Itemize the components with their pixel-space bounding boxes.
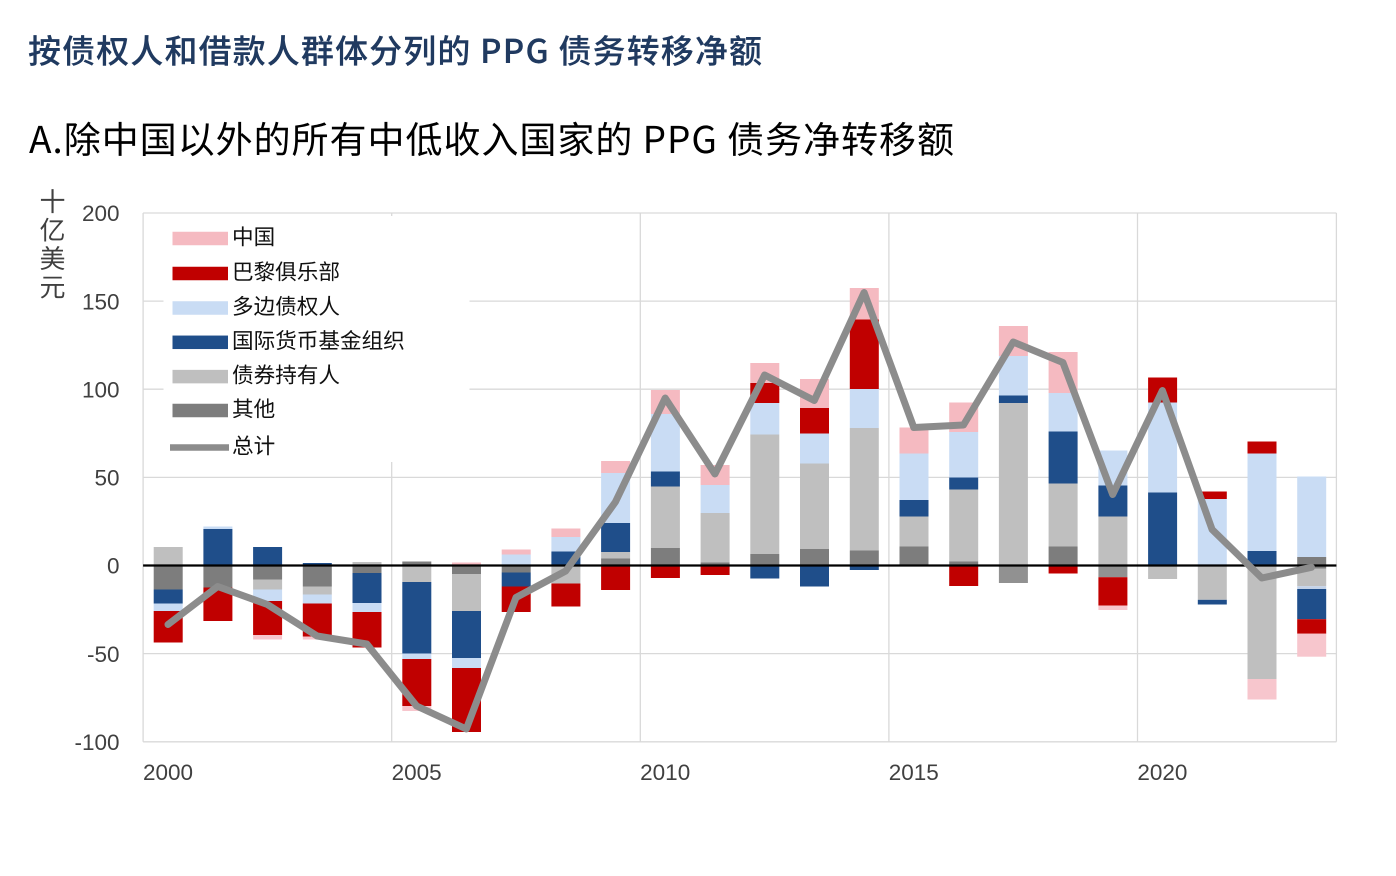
svg-text:2005: 2005 [392,760,442,785]
svg-text:2000: 2000 [143,760,193,785]
svg-text:150: 150 [82,289,120,314]
svg-text:2020: 2020 [1137,760,1187,785]
svg-text:-100: -100 [74,730,119,755]
svg-text:100: 100 [82,377,120,402]
svg-text:200: 200 [82,201,120,226]
svg-text:2015: 2015 [889,760,939,785]
svg-text:-50: -50 [87,642,120,667]
svg-text:0: 0 [107,554,120,579]
svg-text:2010: 2010 [640,760,690,785]
svg-text:50: 50 [94,466,119,491]
